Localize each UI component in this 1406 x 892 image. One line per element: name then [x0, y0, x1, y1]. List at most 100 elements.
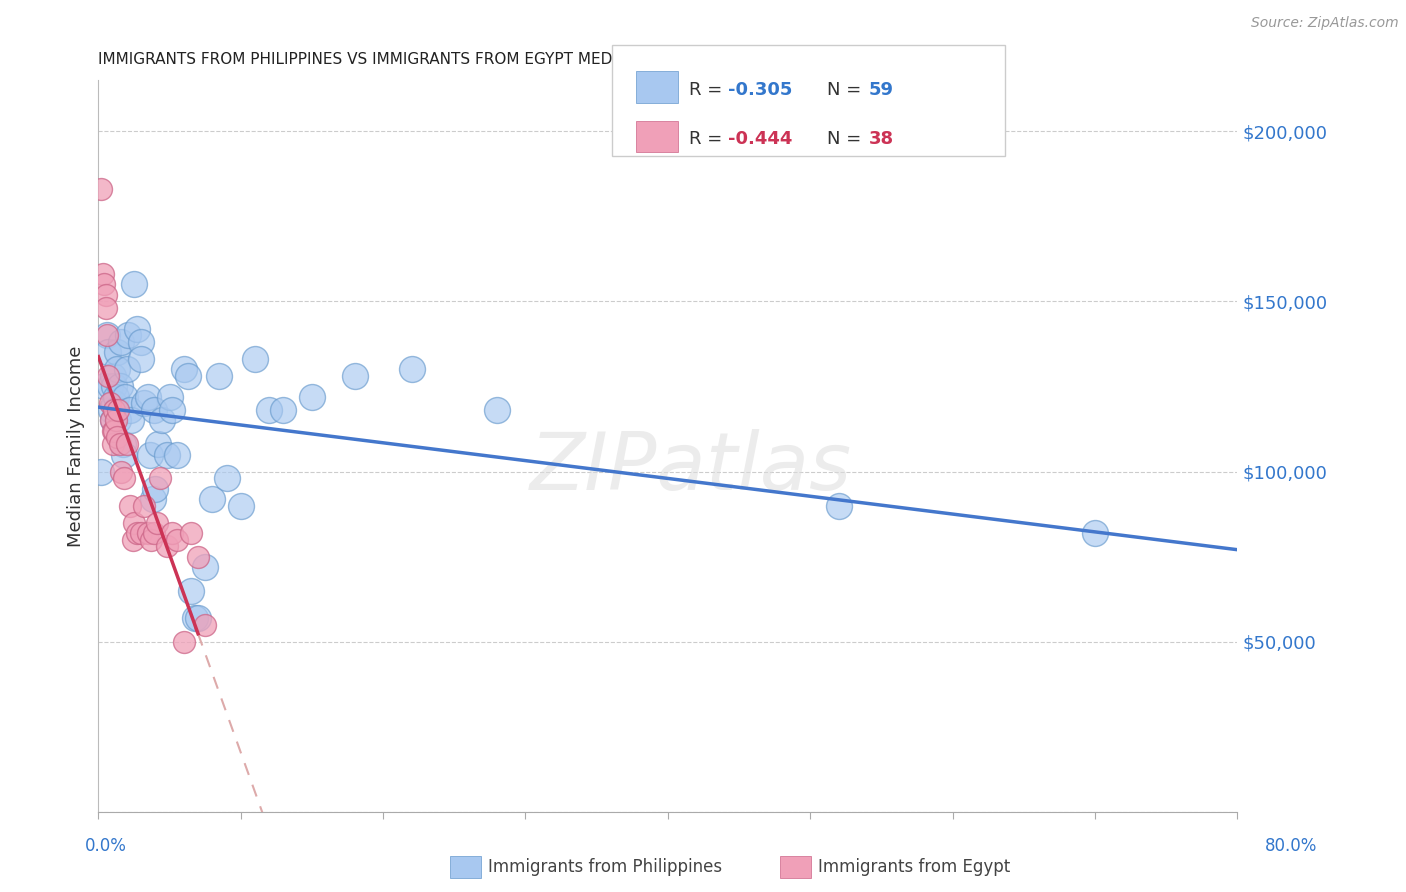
Text: Immigrants from Egypt: Immigrants from Egypt — [818, 858, 1011, 876]
Point — [118, 403, 141, 417]
Text: IMMIGRANTS FROM PHILIPPINES VS IMMIGRANTS FROM EGYPT MEDIAN FAMILY INCOME CORREL: IMMIGRANTS FROM PHILIPPINES VS IMMIGRANT… — [98, 52, 931, 67]
Point — [103, 396, 125, 410]
Point — [107, 413, 129, 427]
Text: 59: 59 — [869, 81, 894, 99]
Point — [194, 559, 217, 574]
Point — [156, 540, 179, 554]
Point — [273, 403, 295, 417]
Text: R =: R = — [689, 130, 728, 148]
Point — [105, 362, 128, 376]
Point — [105, 430, 128, 444]
Point — [177, 369, 200, 384]
Point — [104, 403, 127, 417]
Point — [103, 379, 125, 393]
Point — [107, 403, 129, 417]
Point — [141, 491, 163, 506]
Point — [180, 525, 202, 540]
Point — [108, 379, 131, 393]
Point — [173, 634, 195, 648]
Point — [97, 345, 120, 359]
Point — [94, 301, 117, 316]
Point — [136, 390, 159, 404]
Text: -0.305: -0.305 — [728, 81, 793, 99]
Point — [136, 525, 159, 540]
Point — [96, 328, 118, 343]
Point — [208, 369, 231, 384]
Point — [132, 396, 155, 410]
Point — [146, 516, 169, 530]
Point — [108, 437, 131, 451]
Text: R =: R = — [689, 81, 728, 99]
Point — [343, 369, 366, 384]
Point — [122, 277, 145, 292]
Point — [201, 491, 224, 506]
Point — [229, 499, 252, 513]
Text: N =: N = — [804, 130, 868, 148]
Point — [142, 403, 165, 417]
Text: N =: N = — [804, 81, 868, 99]
Point — [96, 328, 118, 343]
Point — [111, 437, 134, 451]
Point — [243, 352, 266, 367]
Point — [129, 352, 152, 367]
Point — [90, 465, 112, 479]
Point — [101, 437, 124, 451]
Point — [162, 525, 184, 540]
Point — [121, 533, 143, 547]
Point — [91, 267, 114, 281]
Point — [162, 403, 184, 417]
Text: 0.0%: 0.0% — [84, 837, 127, 855]
Point — [1084, 525, 1107, 540]
Text: -0.444: -0.444 — [728, 130, 793, 148]
Point — [156, 448, 179, 462]
Point — [139, 533, 162, 547]
Point — [101, 424, 124, 438]
Point — [110, 335, 132, 350]
Point — [132, 499, 155, 513]
Point — [138, 448, 160, 462]
Point — [194, 617, 217, 632]
Point — [100, 413, 122, 427]
Y-axis label: Median Family Income: Median Family Income — [66, 345, 84, 547]
Point — [828, 499, 851, 513]
Point — [94, 287, 117, 301]
Point — [112, 471, 135, 485]
Point — [105, 345, 128, 359]
Point — [114, 390, 136, 404]
Point — [152, 413, 174, 427]
Point — [180, 583, 202, 598]
Point — [215, 471, 238, 485]
Point — [104, 413, 127, 427]
Point — [159, 390, 181, 404]
Point — [184, 611, 207, 625]
Text: Source: ZipAtlas.com: Source: ZipAtlas.com — [1251, 16, 1399, 30]
Text: 80.0%: 80.0% — [1264, 837, 1317, 855]
Point — [173, 362, 195, 376]
Point — [166, 448, 188, 462]
Point — [148, 437, 170, 451]
Point — [115, 437, 138, 451]
Text: ZIPatlas: ZIPatlas — [530, 429, 852, 507]
Point — [301, 390, 323, 404]
Point — [129, 335, 152, 350]
Point — [129, 525, 152, 540]
Point — [93, 277, 115, 292]
Point — [149, 471, 172, 485]
Point — [103, 424, 125, 438]
Point — [117, 328, 139, 343]
Point — [98, 379, 121, 393]
Point — [104, 390, 127, 404]
Point — [93, 379, 115, 393]
Point — [122, 516, 145, 530]
Point — [259, 403, 281, 417]
Point — [187, 549, 209, 564]
Point — [145, 482, 167, 496]
Text: 38: 38 — [869, 130, 894, 148]
Point — [486, 403, 509, 417]
Point — [125, 321, 148, 335]
Point — [125, 525, 148, 540]
Point — [101, 413, 124, 427]
Point — [115, 362, 138, 376]
Point — [166, 533, 188, 547]
Point — [112, 448, 135, 462]
